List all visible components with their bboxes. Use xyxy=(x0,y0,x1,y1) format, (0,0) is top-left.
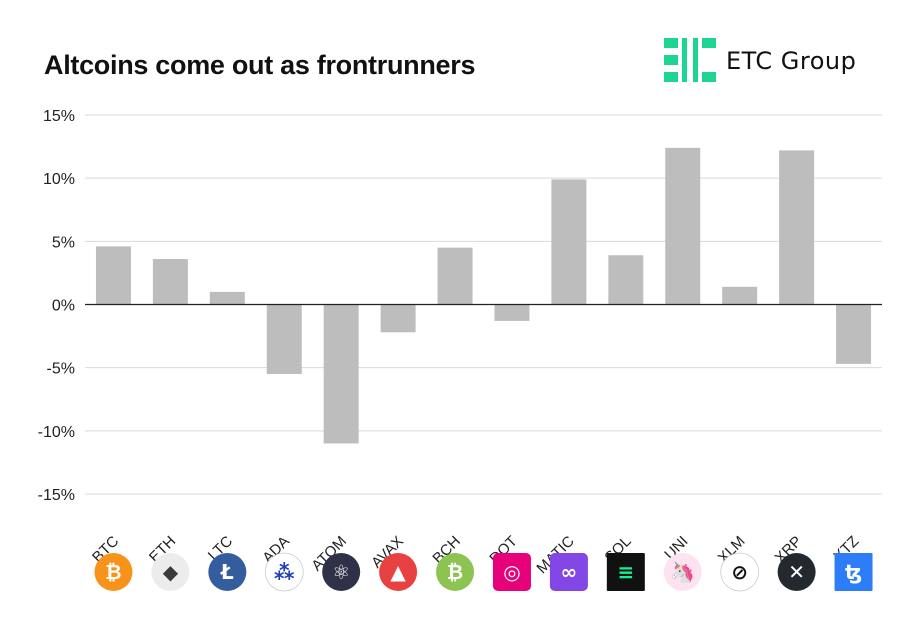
svg-text:≡: ≡ xyxy=(617,560,634,584)
bar-avax xyxy=(380,304,416,333)
ethereum-icon: ◆ xyxy=(151,553,190,591)
polkadot-icon: ◎ xyxy=(492,553,531,591)
svg-text:⊘: ⊘ xyxy=(731,560,748,584)
cardano-icon: ⁂ xyxy=(264,552,304,592)
bar-ada xyxy=(266,304,302,374)
y-tick-label: -10% xyxy=(38,424,75,441)
bitcoin-cash-icon: ₿ xyxy=(436,553,475,591)
bar-matic xyxy=(551,179,587,305)
y-tick-label: 0% xyxy=(52,298,75,315)
svg-text:ꜩ: ꜩ xyxy=(845,560,862,584)
y-tick-label: 15% xyxy=(43,108,75,125)
bar-atom xyxy=(323,304,359,444)
svg-text:▲: ▲ xyxy=(390,560,406,584)
avalanche-icon: ▲ xyxy=(379,553,418,591)
bar-xlm xyxy=(722,286,758,305)
polygon-icon: ∞ xyxy=(549,553,588,591)
etc-group-logo-icon xyxy=(664,38,716,82)
svg-text:◆: ◆ xyxy=(163,560,179,584)
cosmos-icon: ⚛ xyxy=(322,553,361,591)
bar-uni xyxy=(665,147,701,305)
svg-text:◎: ◎ xyxy=(503,560,520,584)
y-tick-label: 10% xyxy=(43,171,75,188)
y-tick-label: 5% xyxy=(52,234,75,251)
bar-btc xyxy=(95,246,131,305)
chart-title: Altcoins come out as frontrunners xyxy=(44,50,476,80)
stellar-icon: ⊘ xyxy=(720,552,760,592)
bar-xrp xyxy=(779,150,815,305)
brand-name: ETC Group xyxy=(726,47,857,75)
svg-text:✕: ✕ xyxy=(788,560,805,584)
bar-eth xyxy=(152,259,188,305)
bitcoin-icon: ₿ xyxy=(94,553,133,591)
svg-text:₿: ₿ xyxy=(105,560,121,584)
uniswap-icon: 🦄 xyxy=(663,553,702,591)
bar-bch xyxy=(437,247,473,305)
solana-icon: ≡ xyxy=(606,553,645,591)
svg-text:⚛: ⚛ xyxy=(332,560,350,584)
xrp-icon: ✕ xyxy=(777,553,816,591)
svg-text:Ł: Ł xyxy=(220,560,234,584)
brand-logo: ETC Group xyxy=(664,38,884,82)
svg-text:∞: ∞ xyxy=(561,560,578,584)
litecoin-icon: Ł xyxy=(208,553,247,591)
bar-xtz xyxy=(836,304,872,364)
y-tick-label: -5% xyxy=(47,361,75,378)
svg-text:⁂: ⁂ xyxy=(274,560,295,584)
bar-ltc xyxy=(209,291,245,305)
bar-sol xyxy=(608,255,644,305)
tezos-icon: ꜩ xyxy=(834,553,873,591)
svg-text:🦄: 🦄 xyxy=(670,560,695,584)
bar-dot xyxy=(494,304,530,321)
svg-text:₿: ₿ xyxy=(447,560,463,584)
y-tick-label: -15% xyxy=(38,487,75,504)
